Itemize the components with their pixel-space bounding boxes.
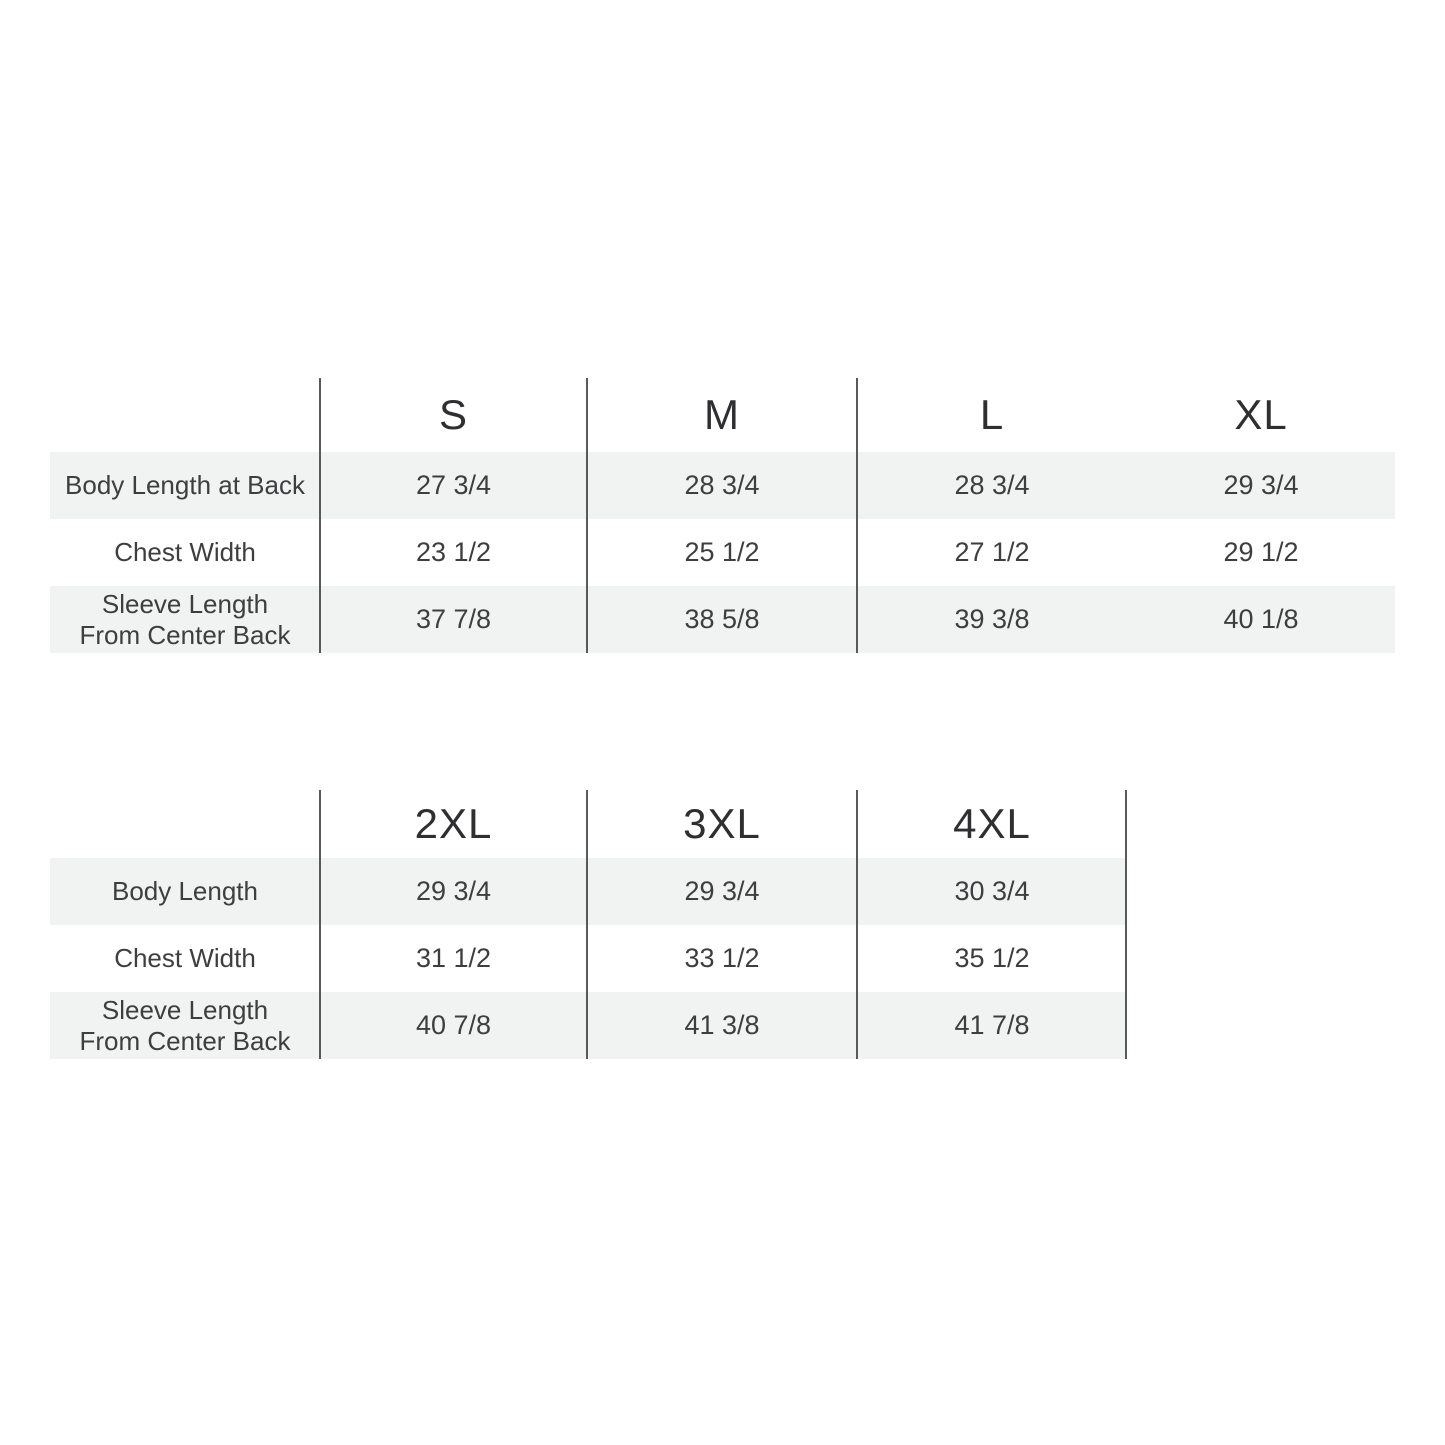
column-header-m: M — [704, 391, 740, 438]
cell-value: 28 3/4 — [684, 470, 760, 500]
column-divider — [319, 790, 321, 1059]
row-label: Chest Width — [50, 537, 320, 568]
column-header-xl: XL — [1234, 391, 1288, 438]
row-label: Sleeve Length From Center Back — [50, 995, 320, 1056]
cell-value: 30 3/4 — [954, 876, 1030, 906]
cell-value: 31 1/2 — [415, 943, 492, 973]
cell-value: 40 7/8 — [415, 1010, 492, 1040]
cell-value: 29 1/2 — [1223, 537, 1299, 567]
row-label-line: Body Length at Back — [65, 470, 305, 501]
header-row: 2XL 3XL 4XL — [50, 790, 1127, 858]
cell-value: 39 3/8 — [954, 604, 1030, 634]
cell-value: 28 3/4 — [954, 470, 1030, 500]
row-label-line: Sleeve Length — [101, 588, 269, 619]
cell-value: 41 7/8 — [954, 1010, 1030, 1040]
column-divider — [1125, 790, 1127, 1059]
row-label: Chest Width — [50, 943, 320, 974]
row-label-line: Body Length — [111, 876, 258, 907]
column-divider — [586, 790, 588, 1059]
cell-value: 25 1/2 — [684, 537, 760, 567]
row-label: Body Length — [50, 876, 320, 907]
row-label-line: Chest Width — [114, 943, 256, 974]
size-table-2xl-4xl: 2XL 3XL 4XL Body Length 29 3/4 29 3/4 30… — [50, 790, 1127, 1059]
table-row-body-length: Body Length at Back 27 3/4 28 3/4 28 3/4… — [50, 452, 1395, 519]
table-row-chest-width: Chest Width 31 1/2 33 1/2 35 1/2 — [50, 925, 1127, 992]
column-header-2xl: 2XL — [414, 800, 493, 847]
column-divider — [586, 378, 588, 653]
column-divider — [856, 790, 858, 1059]
cell-value: 29 3/4 — [1223, 470, 1299, 500]
row-label-line: Sleeve Length — [101, 994, 269, 1025]
header-row: S M L XL — [50, 378, 1395, 452]
cell-value: 27 3/4 — [415, 470, 492, 500]
row-label: Sleeve Length From Center Back — [50, 589, 320, 650]
column-header-l: L — [979, 391, 1005, 438]
table-row-body-length: Body Length 29 3/4 29 3/4 30 3/4 — [50, 858, 1127, 925]
row-label-line: From Center Back — [79, 619, 291, 650]
cell-value: 27 1/2 — [954, 537, 1030, 567]
column-header-4xl: 4XL — [953, 800, 1031, 847]
cell-value: 33 1/2 — [684, 943, 760, 973]
cell-value: 29 3/4 — [684, 876, 760, 906]
size-table-s-xl: S M L XL Body Length at Back 27 3/4 28 3… — [50, 378, 1395, 653]
table-row-sleeve-length: Sleeve Length From Center Back 37 7/8 38… — [50, 586, 1395, 653]
row-label-line: Chest Width — [114, 537, 256, 568]
column-divider — [319, 378, 321, 653]
column-header-s: S — [438, 391, 468, 438]
row-label-line: From Center Back — [79, 1025, 291, 1056]
cell-value: 29 3/4 — [415, 876, 492, 906]
cell-value: 37 7/8 — [415, 604, 492, 634]
cell-value: 38 5/8 — [684, 604, 760, 634]
table-row-sleeve-length: Sleeve Length From Center Back 40 7/8 41… — [50, 992, 1127, 1059]
cell-value: 41 3/8 — [684, 1010, 760, 1040]
column-divider — [856, 378, 858, 653]
row-label: Body Length at Back — [50, 470, 320, 501]
cell-value: 35 1/2 — [954, 943, 1030, 973]
cell-value: 23 1/2 — [415, 537, 492, 567]
cell-value: 40 1/8 — [1223, 604, 1299, 634]
table-row-chest-width: Chest Width 23 1/2 25 1/2 27 1/2 29 1/2 — [50, 519, 1395, 586]
column-header-3xl: 3XL — [683, 800, 761, 847]
